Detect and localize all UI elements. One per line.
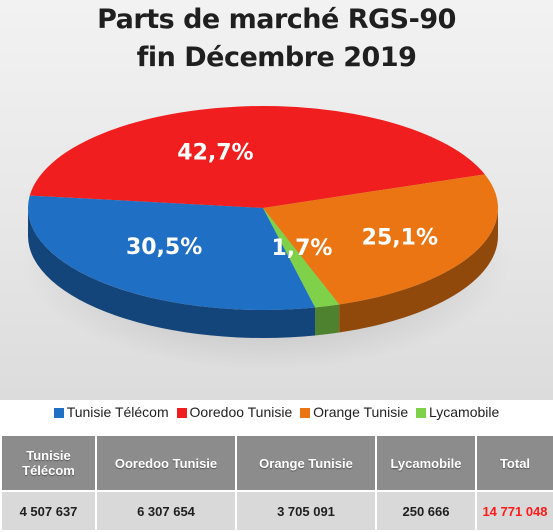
pie-slice-side [28, 208, 316, 338]
subscribers-table: Tunisie Télécom Ooredoo Tunisie Orange T… [0, 434, 553, 532]
legend-swatch [416, 408, 426, 418]
legend-item-orange-tunisie: Orange Tunisie [300, 404, 408, 420]
pie-slice [29, 106, 485, 208]
table-header-row: Tunisie Télécom Ooredoo Tunisie Orange T… [0, 434, 553, 492]
table-header: Total [475, 434, 553, 492]
chart-legend: Tunisie Télécom Ooredoo Tunisie Orange T… [0, 404, 553, 420]
pie-slice-label: 42,7% [177, 140, 253, 165]
chart-title: Parts de marché RGS-90 [97, 4, 456, 35]
legend-swatch [53, 408, 64, 418]
legend-label: Ooredoo Tunisie [189, 404, 293, 420]
chart-subtitle: fin Décembre 2019 [136, 42, 417, 73]
pie-slice-side [339, 208, 498, 333]
pie-slice [27, 195, 316, 311]
legend-swatch [176, 408, 187, 418]
pie-slice-label: 1,7% [271, 236, 332, 261]
table-cell: 3 705 091 [235, 490, 377, 532]
legend-item-ooredoo-tunisie: Ooredoo Tunisie [176, 404, 293, 420]
legend-label: Orange Tunisie [313, 404, 409, 420]
legend-item-tunisie-telecom: Tunisie Télécom [53, 404, 169, 420]
legend-label: Lycamobile [429, 404, 500, 420]
pie-slice [263, 174, 498, 305]
legend-item-lycamobile: Lycamobile [416, 404, 499, 420]
table-header: Lycamobile [375, 434, 477, 492]
legend-label: Tunisie Télécom [66, 404, 169, 420]
table-row: 4 507 637 6 307 654 3 705 091 250 666 14… [0, 490, 553, 532]
table-cell: 6 307 654 [95, 490, 237, 532]
pie-slice-side [315, 304, 340, 336]
pie-slice [263, 208, 340, 308]
pie-slice-label: 25,1% [362, 226, 438, 251]
table-header: Ooredoo Tunisie [95, 434, 237, 492]
legend-swatch [300, 408, 311, 418]
table-cell-total: 14 771 048 [475, 490, 553, 532]
table-cell: 250 666 [375, 490, 477, 532]
table-header: Tunisie Télécom [0, 434, 97, 492]
table-header: Orange Tunisie [235, 434, 377, 492]
pie-chart: 42,7% 25,1% 1,7% 30,5% [21, 106, 511, 370]
table-cell: 4 507 637 [0, 490, 97, 532]
pie-slice-label: 30,5% [126, 235, 202, 260]
